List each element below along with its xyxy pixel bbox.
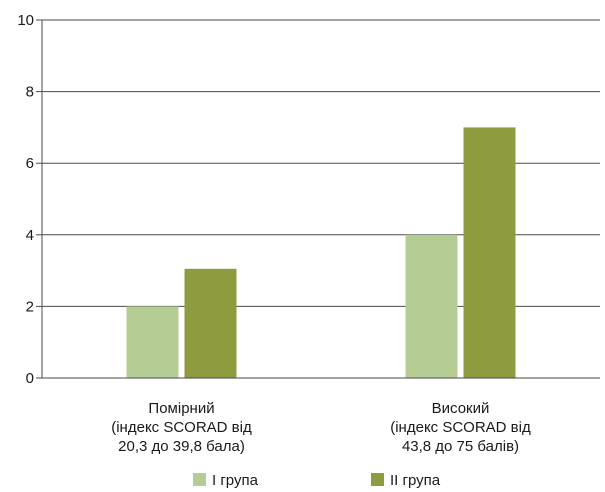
legend-swatch-series2 [371, 473, 384, 486]
y-tick-label: 6 [26, 155, 34, 172]
x-category-label: (індекс SCORAD від [390, 419, 531, 436]
x-category-label: 20,3 до 39,8 бала) [118, 438, 245, 455]
axis-labels: 0 2 4 6 8 10 Помірний (індекс SCORAD від 20,3 до… [17, 12, 531, 455]
bar-series1-category2 [405, 234, 458, 378]
x-category-label: 43,8 до 75 балів) [402, 438, 519, 455]
y-tick-label: 4 [26, 227, 34, 244]
bars [126, 127, 516, 379]
legend: I група II група [193, 472, 441, 489]
bar-series1-category1 [126, 306, 179, 378]
y-tick-label: 0 [26, 370, 34, 387]
bar-series2-category1 [184, 268, 237, 378]
x-category-label: Високий [432, 400, 490, 417]
gridlines [42, 19, 600, 307]
legend-label-series1: I група [212, 472, 259, 489]
x-category-label: Помірний [148, 400, 214, 417]
axes [36, 19, 600, 379]
y-tick-label: 8 [26, 84, 34, 101]
legend-swatch-series1 [193, 473, 206, 486]
y-tick-label: 10 [17, 12, 34, 29]
bar-series2-category2 [463, 127, 516, 379]
legend-label-series2: II група [390, 472, 441, 489]
x-category-label: (індекс SCORAD від [111, 419, 252, 436]
y-tick-label: 2 [26, 298, 34, 315]
